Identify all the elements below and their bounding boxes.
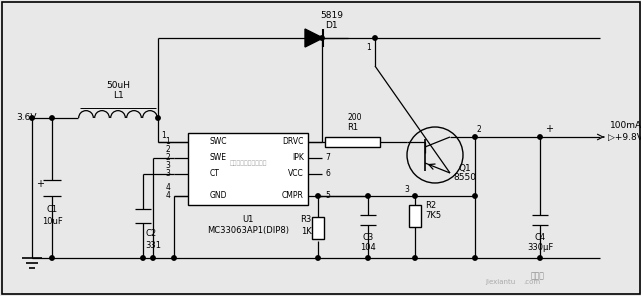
Text: D1: D1 bbox=[325, 22, 338, 30]
Text: 1: 1 bbox=[162, 131, 167, 141]
Text: C4: C4 bbox=[535, 234, 545, 242]
Text: 10uF: 10uF bbox=[42, 218, 62, 226]
Text: SWC: SWC bbox=[210, 138, 228, 147]
Text: CT: CT bbox=[210, 170, 220, 178]
FancyBboxPatch shape bbox=[188, 133, 308, 205]
Text: 2: 2 bbox=[165, 146, 171, 155]
Text: Q1: Q1 bbox=[458, 163, 471, 173]
Text: R3: R3 bbox=[301, 215, 312, 224]
Text: 104: 104 bbox=[360, 244, 376, 252]
Text: 5819: 5819 bbox=[320, 10, 343, 20]
Circle shape bbox=[316, 194, 320, 198]
Text: CMPR: CMPR bbox=[282, 192, 304, 200]
Text: 4: 4 bbox=[165, 192, 171, 200]
Text: 50uH: 50uH bbox=[106, 81, 130, 91]
Text: 杭州将睿科技有限公司: 杭州将睿科技有限公司 bbox=[229, 160, 267, 166]
Text: 3: 3 bbox=[165, 162, 171, 170]
Text: C2: C2 bbox=[145, 229, 156, 239]
Text: L1: L1 bbox=[113, 91, 123, 101]
Text: U1: U1 bbox=[242, 215, 254, 223]
Polygon shape bbox=[305, 29, 323, 47]
Text: R1: R1 bbox=[347, 123, 358, 133]
Text: 7K5: 7K5 bbox=[425, 210, 441, 220]
Text: IPK: IPK bbox=[292, 154, 304, 163]
Text: 3: 3 bbox=[165, 170, 171, 178]
Circle shape bbox=[366, 256, 370, 260]
Circle shape bbox=[413, 256, 417, 260]
Text: 100mA: 100mA bbox=[610, 120, 641, 130]
Circle shape bbox=[50, 256, 54, 260]
Text: 8550: 8550 bbox=[453, 173, 476, 183]
Text: 1: 1 bbox=[165, 138, 171, 147]
Circle shape bbox=[151, 256, 155, 260]
Circle shape bbox=[373, 36, 377, 40]
Text: R2: R2 bbox=[425, 200, 436, 210]
Text: DRVC: DRVC bbox=[283, 138, 304, 147]
Text: SWE: SWE bbox=[210, 154, 227, 163]
Circle shape bbox=[156, 116, 160, 120]
Circle shape bbox=[316, 256, 320, 260]
Circle shape bbox=[538, 256, 542, 260]
Text: 8: 8 bbox=[326, 138, 330, 147]
FancyBboxPatch shape bbox=[312, 217, 324, 239]
Text: MC33063AP1(DIP8): MC33063AP1(DIP8) bbox=[207, 226, 289, 236]
Circle shape bbox=[473, 256, 477, 260]
Text: VCC: VCC bbox=[288, 170, 304, 178]
Text: ▷+9.8V: ▷+9.8V bbox=[608, 133, 641, 141]
Text: C1: C1 bbox=[46, 205, 58, 215]
Text: 3: 3 bbox=[404, 186, 410, 194]
Circle shape bbox=[538, 135, 542, 139]
Text: 200: 200 bbox=[347, 113, 362, 123]
FancyBboxPatch shape bbox=[325, 137, 380, 147]
FancyBboxPatch shape bbox=[409, 205, 421, 227]
Circle shape bbox=[50, 116, 54, 120]
Text: 技路图: 技路图 bbox=[531, 271, 545, 281]
Circle shape bbox=[172, 256, 176, 260]
Circle shape bbox=[29, 116, 34, 120]
Text: 6: 6 bbox=[326, 170, 331, 178]
Circle shape bbox=[473, 135, 477, 139]
Text: 4: 4 bbox=[165, 184, 171, 192]
Text: 2: 2 bbox=[477, 125, 481, 133]
Circle shape bbox=[320, 36, 324, 40]
Text: 330µF: 330µF bbox=[527, 244, 553, 252]
Text: C3: C3 bbox=[362, 234, 374, 242]
Text: GND: GND bbox=[210, 192, 228, 200]
Text: 7: 7 bbox=[326, 154, 331, 163]
Text: 3.6V: 3.6V bbox=[16, 113, 37, 123]
Text: +: + bbox=[36, 179, 44, 189]
Text: .com: .com bbox=[524, 279, 540, 285]
Text: 1: 1 bbox=[367, 44, 371, 52]
Circle shape bbox=[473, 194, 477, 198]
Text: 5: 5 bbox=[326, 192, 331, 200]
Text: jiexiantu: jiexiantu bbox=[485, 279, 515, 285]
Text: 2: 2 bbox=[165, 154, 171, 163]
Text: 331: 331 bbox=[145, 242, 161, 250]
Text: +: + bbox=[545, 124, 553, 134]
Circle shape bbox=[366, 194, 370, 198]
Circle shape bbox=[141, 256, 146, 260]
Text: 1K: 1K bbox=[301, 228, 312, 237]
Circle shape bbox=[413, 194, 417, 198]
